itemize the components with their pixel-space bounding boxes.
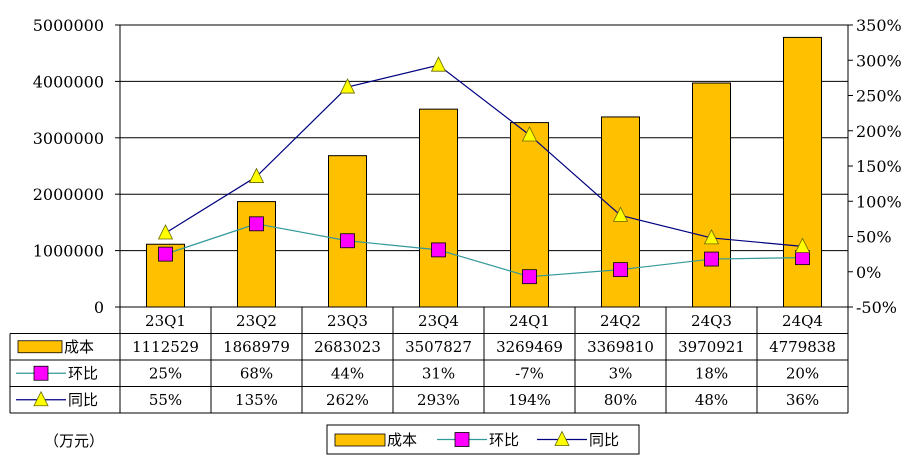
table-key-bar [17, 340, 63, 354]
legend: 成本 环比 同比 [326, 424, 640, 455]
yoy-marker [794, 237, 811, 253]
qoq-marker [431, 242, 446, 258]
yoy-line [165, 64, 803, 247]
table-cell: 55% [149, 391, 182, 409]
table-cell: 135% [235, 391, 278, 409]
axes: 0 1000000 2000000 3000000 4000000 5000000 -50%… [33, 16, 902, 317]
cost-bar [419, 108, 458, 308]
qoq-marker [704, 251, 719, 267]
cost-bar [328, 155, 367, 308]
category-label: 23Q1 [145, 312, 186, 330]
table-cell: 1112529 [132, 338, 199, 356]
legend-label: 同比 [589, 431, 619, 449]
y-right-tick-label: 100% [856, 192, 902, 211]
y-right-tick-label: 150% [856, 157, 902, 176]
table-cell: 4779838 [769, 338, 836, 356]
yoy-marker [157, 224, 174, 240]
yoy-marker [612, 206, 629, 222]
table-cell: 1868979 [223, 338, 290, 356]
y-right-tick-label: 250% [856, 87, 902, 106]
table-key-marker [33, 390, 49, 407]
gridlines [120, 24, 848, 252]
yoy-marker [521, 126, 538, 142]
table-cell: 2683023 [314, 338, 381, 356]
y-right-tick-label: 0% [856, 263, 881, 282]
table-row-label: 环比 [68, 364, 98, 382]
table-cell: 194% [508, 391, 551, 409]
qoq-line [165, 223, 803, 278]
table-cell: 293% [417, 391, 460, 409]
table-cell: 20% [786, 364, 819, 382]
category-label: 24Q3 [691, 312, 732, 330]
table-cell: 36% [786, 391, 819, 409]
qoq-marker [522, 269, 537, 285]
legend-label: 环比 [489, 431, 519, 449]
category-label: 23Q2 [236, 312, 277, 330]
qoq-marker [249, 216, 264, 232]
table-cell: 3970921 [678, 338, 745, 356]
cost-bars [146, 36, 822, 308]
table-cell: 44% [331, 364, 364, 382]
y-right-tick-label: 350% [856, 16, 902, 35]
yoy-marker [248, 167, 265, 183]
category-label: 24Q2 [600, 312, 641, 330]
y-left-tick-label: 3000000 [33, 129, 104, 148]
y-left-tick-label: 1000000 [33, 242, 104, 261]
y-right-tick-label: -50% [856, 298, 897, 317]
cost-bar [783, 36, 822, 308]
legend-label: 成本 [387, 431, 417, 449]
y-left-tick-label: 5000000 [33, 16, 104, 35]
category-label: 24Q4 [782, 312, 823, 330]
yoy-marker [430, 56, 447, 72]
y-right-tick-label: 200% [856, 122, 902, 141]
table-cell: 18% [695, 364, 728, 382]
y-left-tick-label: 4000000 [33, 72, 104, 91]
category-label: 23Q4 [418, 312, 459, 330]
y-right-tick-label: 300% [856, 51, 902, 70]
table-cell: 3507827 [405, 338, 472, 356]
qoq-marker [613, 262, 628, 278]
cost-bar [692, 82, 731, 308]
table-cell: -7% [515, 364, 544, 382]
table-cell: 25% [149, 364, 182, 382]
table-cell: 68% [240, 364, 273, 382]
table-row-label: 成本 [64, 338, 94, 356]
legend-key-marker [454, 432, 470, 447]
qoq-marker [158, 246, 173, 262]
legend-key-marker [554, 430, 570, 446]
table-cell: 48% [695, 391, 728, 409]
table-cell: 31% [422, 364, 455, 382]
qoq-marker [340, 233, 355, 249]
y-right-tick-label: 50% [856, 228, 892, 247]
category-label: 23Q3 [327, 312, 368, 330]
data-table: 23Q1 23Q2 23Q3 23Q4 24Q1 24Q2 24Q3 24Q4 成本 111252… [9, 306, 849, 414]
y-left-tick-label: 2000000 [33, 185, 104, 204]
table-cell: 262% [326, 391, 369, 409]
ratio-lines [157, 56, 811, 285]
category-label: 24Q1 [509, 312, 550, 330]
table-row-label: 同比 [68, 391, 98, 409]
table-cell: 3269469 [496, 338, 563, 356]
table-cell: 80% [604, 391, 637, 409]
yoy-marker [339, 78, 356, 94]
table-cell: 3% [609, 364, 633, 382]
table-key-marker [33, 365, 49, 381]
y-left-tick-label: 0 [94, 298, 104, 317]
yoy-marker [703, 229, 720, 245]
legend-key-bar [334, 433, 386, 447]
unit-label: （万元） [44, 432, 104, 450]
table-cell: 3369810 [587, 338, 654, 356]
